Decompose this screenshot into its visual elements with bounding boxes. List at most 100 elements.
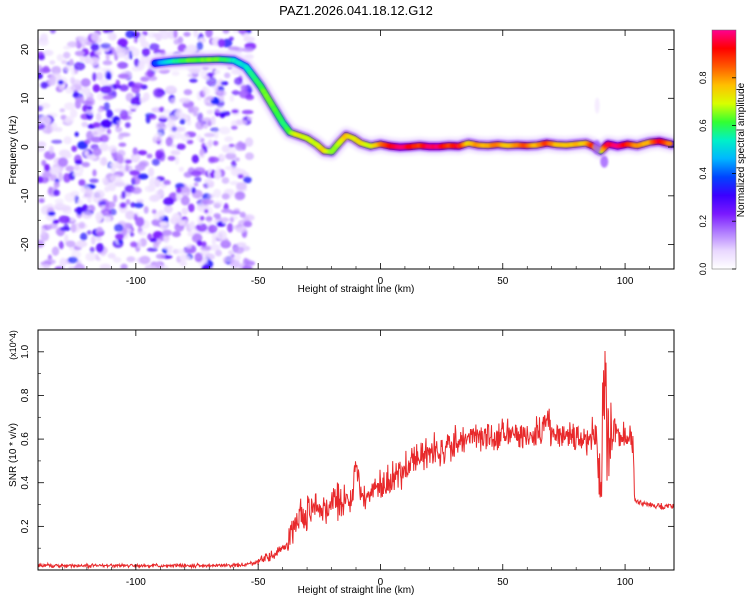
noise-blob bbox=[179, 118, 186, 125]
ridge-artifact bbox=[594, 97, 600, 114]
noise-blob bbox=[53, 181, 60, 189]
noise-blob bbox=[174, 156, 180, 165]
noise-blob bbox=[160, 221, 169, 230]
noise-blob bbox=[243, 176, 252, 184]
noise-blob bbox=[38, 105, 44, 112]
colorbar: 0.0 0.2 0.4 0.6 0.8 Normalized spectral ampl… bbox=[698, 29, 747, 276]
noise-blob bbox=[92, 169, 97, 177]
noise-blob bbox=[148, 194, 160, 203]
noise-blob bbox=[120, 115, 132, 121]
noise-blob bbox=[92, 147, 102, 156]
noise-blob bbox=[216, 78, 225, 88]
noise-blob bbox=[187, 73, 200, 78]
colorbar-ticks: 0.0 0.2 0.4 0.6 0.8 bbox=[698, 72, 736, 276]
noise-blob bbox=[137, 173, 149, 180]
noise-blob bbox=[186, 44, 198, 54]
noise-blob bbox=[139, 255, 151, 265]
noise-blob bbox=[122, 222, 132, 229]
noise-blob bbox=[130, 241, 138, 248]
noise-blob bbox=[180, 133, 190, 142]
noise-blob bbox=[165, 136, 173, 147]
noise-blob bbox=[41, 226, 46, 237]
noise-blob bbox=[181, 126, 186, 132]
noise-blob bbox=[213, 213, 221, 219]
noise-blob bbox=[213, 188, 222, 198]
noise-blob bbox=[137, 150, 148, 156]
noise-blob bbox=[80, 78, 91, 88]
noise-blob bbox=[196, 134, 202, 142]
noise-blob bbox=[166, 121, 174, 128]
noise-blob bbox=[228, 250, 234, 255]
spectrogram-y-tick-label: 0 bbox=[20, 144, 31, 150]
noise-blob bbox=[199, 215, 205, 221]
noise-blob bbox=[138, 160, 150, 168]
noise-blob bbox=[158, 106, 165, 113]
noise-blob bbox=[178, 219, 185, 226]
noise-blob bbox=[135, 217, 145, 227]
noise-blob bbox=[234, 77, 243, 86]
noise-blob bbox=[128, 104, 139, 110]
noise-blob bbox=[175, 109, 183, 119]
noise-blob bbox=[194, 176, 202, 183]
noise-blob bbox=[137, 239, 142, 249]
noise-blob bbox=[64, 64, 73, 72]
noise-blob bbox=[89, 178, 99, 184]
spectrogram-y-tick-label: -20 bbox=[20, 237, 31, 252]
noise-blob bbox=[222, 255, 234, 263]
noise-blob bbox=[90, 43, 100, 52]
noise-blob bbox=[65, 240, 76, 248]
noise-blob bbox=[186, 139, 194, 145]
noise-blob bbox=[117, 61, 129, 69]
noise-blob bbox=[203, 257, 208, 263]
snr-x-ticks: -100 -50 0 50 100 bbox=[37, 330, 675, 588]
spectrogram-y-ticks: -20 -10 0 10 20 bbox=[20, 44, 674, 270]
noise-blob bbox=[38, 72, 43, 80]
colorbar-tick-label: 0.0 bbox=[698, 263, 708, 276]
noise-blob bbox=[100, 43, 111, 49]
snr-plot-area bbox=[38, 330, 674, 570]
noise-blob bbox=[61, 152, 73, 159]
ridge-colors bbox=[151, 56, 674, 155]
noise-blob bbox=[84, 92, 91, 97]
spectrogram-y-tick-label: -10 bbox=[20, 188, 31, 203]
noise-blob bbox=[74, 207, 85, 214]
noise-blob bbox=[158, 30, 167, 34]
noise-blob bbox=[57, 79, 64, 85]
noise-blob bbox=[100, 85, 112, 94]
noise-blob bbox=[170, 97, 176, 105]
noise-blob bbox=[50, 122, 58, 132]
noise-blob bbox=[111, 153, 123, 160]
noise-blob bbox=[115, 233, 124, 241]
noise-blob bbox=[101, 156, 108, 166]
noise-blob bbox=[99, 263, 112, 269]
noise-blob bbox=[44, 163, 51, 172]
noise-blob bbox=[49, 173, 58, 182]
noise-blob bbox=[38, 64, 43, 74]
noise-blob bbox=[54, 203, 66, 209]
noise-blob bbox=[196, 223, 208, 232]
noise-blob bbox=[224, 72, 231, 79]
snr-y-ticks: 0.2 0.4 0.6 0.8 1.0 bbox=[20, 329, 674, 571]
noise-blob bbox=[92, 122, 101, 128]
noise-blob bbox=[115, 79, 121, 89]
noise-blob bbox=[166, 115, 178, 123]
noise-blob bbox=[78, 35, 88, 45]
noise-blob bbox=[138, 231, 147, 236]
noise-blob bbox=[171, 126, 177, 132]
noise-blob bbox=[158, 151, 166, 162]
ridge-artifact bbox=[592, 140, 601, 155]
noise-blob bbox=[63, 45, 72, 50]
noise-blob bbox=[73, 171, 83, 177]
noise-blob bbox=[132, 155, 141, 161]
noise-blob bbox=[167, 155, 176, 161]
noise-blob bbox=[131, 175, 141, 186]
noise-blob bbox=[181, 260, 188, 267]
noise-blob bbox=[176, 187, 182, 194]
noise-blob bbox=[130, 96, 142, 107]
noise-blob bbox=[163, 197, 175, 206]
noise-blob bbox=[90, 136, 103, 143]
noise-blob bbox=[195, 120, 205, 130]
noise-blob bbox=[153, 132, 163, 142]
noise-blob bbox=[222, 30, 230, 34]
noise-blob bbox=[116, 120, 123, 125]
